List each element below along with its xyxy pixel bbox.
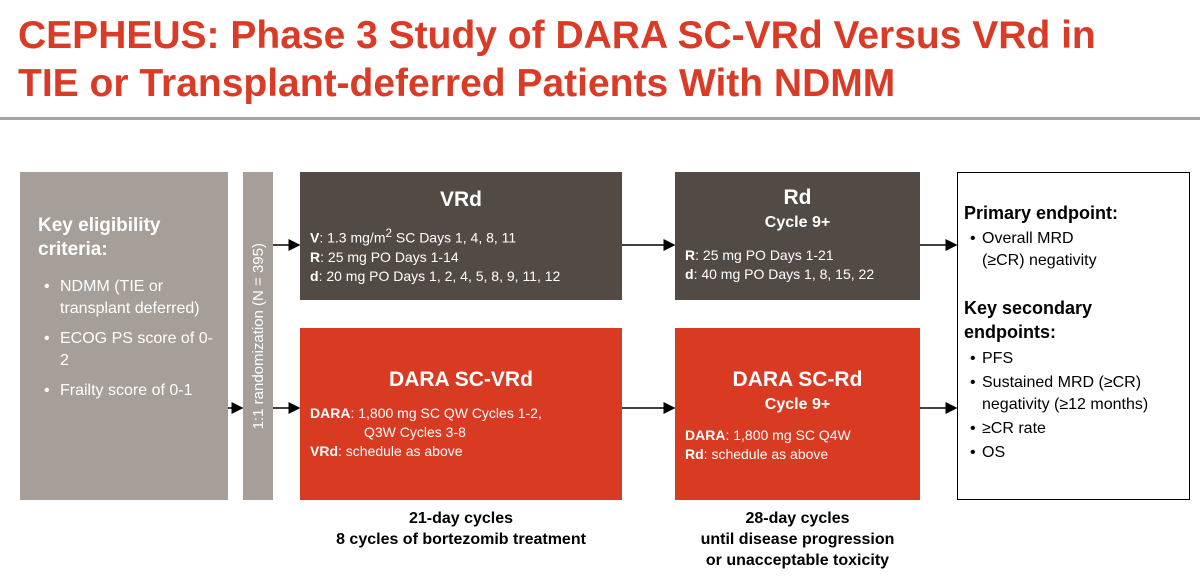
regimen-line: V: 1.3 mg/m2 SC Days 1, 4, 8, 11 <box>310 224 622 248</box>
endpoint-item: Overall MRD (≥CR) negativity <box>964 228 1114 272</box>
maintenance-footer: 28-day cycles until disease progression … <box>675 508 920 571</box>
endpoint-item: ≥CR rate <box>964 418 1181 440</box>
randomization-bar: 1:1 randomization (N = 395) <box>243 172 273 500</box>
dose-text: : schedule as above <box>703 446 829 462</box>
regimen: DARA: 1,800 mg SC Q4W Rd: schedule as abo… <box>675 426 920 464</box>
induction-footer: 21-day cycles 8 cycles of bortezomib tre… <box>300 508 622 550</box>
rd-box: Rd Cycle 9+ R: 25 mg PO Days 1-21 d: 40 m… <box>675 172 920 300</box>
dose-text: : schedule as above <box>338 443 463 459</box>
drug-label: DARA <box>685 427 726 443</box>
footer-line: 21-day cycles <box>408 510 514 527</box>
dose-text: : 1,800 mg SC Q4W <box>725 427 851 443</box>
endpoint-heading: Key secondary endpoints: <box>964 298 1093 342</box>
drug-label: V <box>310 229 320 246</box>
title-line: TIE or Transplant-deferred Patients With… <box>18 62 896 105</box>
regimen: V: 1.3 mg/m2 SC Days 1, 4, 8, 11 R: 25 mg… <box>300 224 622 286</box>
regimen: DARA: 1,800 mg SC QW Cycles 1-2, Q3W Cycl… <box>300 404 622 461</box>
superscript: 2 <box>385 227 392 240</box>
title-rule <box>0 117 1200 120</box>
arm-title: Rd <box>783 186 812 209</box>
drug-label: d <box>685 266 694 282</box>
drug-label: R <box>685 247 696 263</box>
dara-vrd-box: DARA SC-VRd DARA: 1,800 mg SC QW Cycles … <box>300 328 622 500</box>
dose-text: SC Days 1, 4, 8, 11 <box>391 229 517 246</box>
footer-line: 8 cycles of bortezomib treatment <box>336 531 586 548</box>
dose-text: : 1.3 mg/m <box>319 229 386 246</box>
footer-line: 28-day cycles <box>745 510 850 527</box>
endpoint-item: OS <box>964 442 1181 464</box>
regimen-line: R: 25 mg PO Days 1-21 <box>685 246 920 265</box>
regimen-line: Q3W Cycles 3-8 <box>310 423 622 442</box>
regimen-line: DARA: 1,800 mg SC Q4W <box>685 426 920 445</box>
arm-title: DARA SC-VRd <box>389 368 533 391</box>
drug-label: DARA <box>310 405 351 421</box>
footer-line: or unacceptable toxicity <box>705 552 890 569</box>
drug-label: VRd <box>310 443 338 459</box>
regimen-line: DARA: 1,800 mg SC QW Cycles 1-2, <box>310 404 622 423</box>
endpoint-item: PFS <box>964 348 1181 370</box>
dose-text: : 25 mg PO Days 1-21 <box>695 247 834 263</box>
regimen-line: d: 40 mg PO Days 1, 8, 15, 22 <box>685 265 920 284</box>
arm-subtitle: Cycle 9+ <box>764 214 831 231</box>
dose-text: : 25 mg PO Days 1-14 <box>320 248 459 265</box>
arm-title: VRd <box>440 188 482 211</box>
regimen-line: Rd: schedule as above <box>685 445 920 464</box>
dose-text: : 40 mg PO Days 1, 8, 15, 22 <box>693 266 875 282</box>
endpoint-item: Sustained MRD (≥CR) negativity (≥12 mont… <box>964 372 1181 416</box>
eligibility-box: Key eligibility criteria: NDMM (TIE or t… <box>20 172 228 500</box>
dara-rd-box: DARA SC-Rd Cycle 9+ DARA: 1,800 mg SC Q4… <box>675 328 920 500</box>
eligibility-item: Frailty score of 0-1 <box>38 380 214 402</box>
arm-title: DARA SC-Rd <box>732 368 863 391</box>
arm-subtitle: Cycle 9+ <box>764 396 831 413</box>
title-line: CEPHEUS: Phase 3 Study of DARA SC-VRd Ve… <box>18 14 1096 57</box>
regimen-line: VRd: schedule as above <box>310 442 622 461</box>
endpoint-heading: Primary endpoint: <box>964 203 1119 223</box>
eligibility-heading: Key eligibility criteria: <box>38 215 161 260</box>
regimen-line: R: 25 mg PO Days 1-14 <box>310 248 622 267</box>
dose-text: : 20 mg PO Days 1, 2, 4, 5, 8, 9, 11, 12 <box>318 267 561 284</box>
vrd-box: VRd V: 1.3 mg/m2 SC Days 1, 4, 8, 11 R: 2… <box>300 172 622 300</box>
footer-line: until disease progression <box>700 531 895 548</box>
eligibility-item: NDMM (TIE or transplant deferred) <box>38 276 214 320</box>
eligibility-item: ECOG PS score of 0-2 <box>38 328 214 372</box>
slide-title: CEPHEUS: Phase 3 Study of DARA SC-VRd Ve… <box>18 12 1188 108</box>
drug-label: R <box>310 248 321 265</box>
dose-text: : 1,800 mg SC QW Cycles 1-2, <box>350 405 542 421</box>
drug-label: Rd <box>685 446 704 462</box>
drug-label: d <box>310 267 319 284</box>
randomization-label: 1:1 randomization (N = 395) <box>249 242 267 430</box>
regimen-line: d: 20 mg PO Days 1, 2, 4, 5, 8, 9, 11, 1… <box>310 267 622 286</box>
endpoints-box: Primary endpoint: Overall MRD (≥CR) nega… <box>957 172 1190 500</box>
dose-text: Q3W Cycles 3-8 <box>364 424 466 440</box>
regimen: R: 25 mg PO Days 1-21 d: 40 mg PO Days 1,… <box>675 246 920 284</box>
